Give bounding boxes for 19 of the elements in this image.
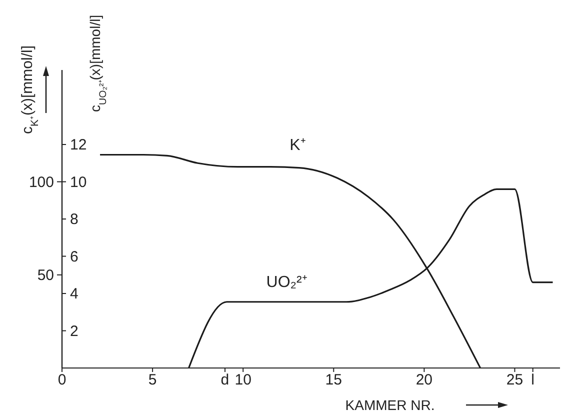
- y2-tick-label: 4: [70, 286, 78, 302]
- series-label: K⁺: [290, 137, 306, 154]
- y2-tick-label: 12: [70, 136, 87, 154]
- y2-tick-label: 6: [70, 248, 78, 266]
- x-tick-label: 5: [148, 372, 157, 389]
- x-tick-label: 0: [58, 372, 66, 389]
- y2-tick-label: 2: [70, 322, 78, 340]
- x-tick-label: 20: [416, 372, 433, 389]
- y-tick-label: 100: [28, 174, 54, 191]
- y2-tick-label: 8: [70, 211, 78, 228]
- x-tick-label: l: [531, 372, 535, 389]
- y2-tick-label: 10: [70, 174, 87, 191]
- series-label: UO₂²⁺: [266, 274, 307, 291]
- x-axis-title: KAMMER NR.: [345, 397, 435, 413]
- x-tick-label: 15: [325, 372, 342, 389]
- x-tick-label: d: [220, 372, 230, 389]
- y-tick-label: 50: [37, 266, 54, 284]
- x-tick-label: 25: [506, 372, 524, 389]
- x-tick-label: 10: [234, 372, 252, 389]
